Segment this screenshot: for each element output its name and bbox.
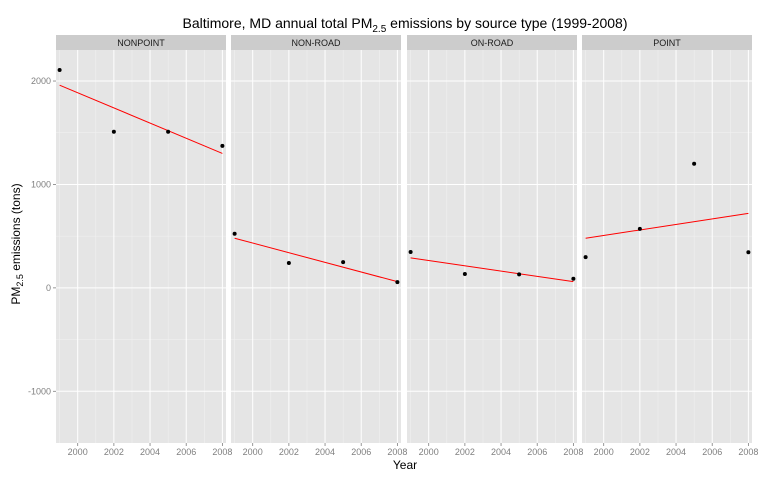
y-tick-label: 2000 (31, 76, 51, 86)
x-tick-label: 2002 (630, 447, 650, 457)
facet-panel-on-road: ON-ROAD 2000 2002 2004 2006 2008 (407, 35, 583, 457)
facet-strip (407, 35, 577, 50)
data-point (111, 129, 116, 134)
facet-strip (56, 35, 226, 50)
x-tick-label: 2008 (563, 447, 583, 457)
x-tick-label: 2002 (104, 447, 124, 457)
data-point (408, 249, 413, 254)
data-point (232, 231, 237, 236)
data-point (166, 129, 171, 134)
data-point (57, 67, 62, 72)
regression-line (234, 237, 398, 283)
y-axis: -1000 0 1000 2000 (28, 76, 56, 396)
panel-background (407, 50, 577, 443)
x-tick-label: 2000 (419, 447, 439, 457)
facet-strip-label: POINT (653, 38, 681, 48)
y-tick-label: -1000 (28, 386, 51, 396)
x-tick-label: 2002 (455, 447, 475, 457)
data-point (286, 260, 291, 265)
x-tick-label: 2008 (738, 447, 758, 457)
facet-strip-label: NON-ROAD (292, 38, 341, 48)
panel-background (56, 50, 226, 443)
data-point (341, 260, 346, 265)
facet-strip (582, 35, 752, 50)
data-point (395, 280, 400, 285)
data-point (637, 226, 642, 231)
data-point (571, 276, 576, 281)
facet-panel-point: POINT 2000 2002 2004 2006 2008 (582, 35, 758, 457)
facet-strip (231, 35, 401, 50)
data-point (583, 255, 588, 260)
facet-strip-label: ON-ROAD (471, 38, 514, 48)
facet-panel-nonpoint: NONPOINT 2000 2002 2004 2006 2008 (56, 35, 232, 457)
facet-panel-non-road: NON-ROAD 2000 2002 2004 2006 2008 (231, 35, 407, 457)
data-point (517, 272, 522, 277)
x-tick-label: 2006 (351, 447, 371, 457)
x-tick-label: 2002 (279, 447, 299, 457)
x-tick-label: 2000 (68, 447, 88, 457)
facet-strip-label: NONPOINT (117, 38, 165, 48)
x-tick-label: 2006 (176, 447, 196, 457)
y-axis-title: PM2.5 emissions (tons) (9, 183, 25, 304)
regression-line (59, 84, 223, 154)
data-point (220, 143, 225, 148)
panel-background (231, 50, 401, 443)
x-tick-label: 2008 (212, 447, 232, 457)
x-tick-label: 2004 (491, 447, 511, 457)
x-tick-label: 2004 (666, 447, 686, 457)
facet-panels: NONPOINT 2000 2002 2004 2006 2008 NON-ROAD 2000… (56, 35, 758, 457)
x-tick-label: 2000 (594, 447, 614, 457)
x-tick-label: 2000 (243, 447, 263, 457)
data-point (692, 161, 697, 166)
x-tick-label: 2008 (387, 447, 407, 457)
regression-line (410, 257, 574, 283)
x-tick-label: 2004 (315, 447, 335, 457)
x-tick-label: 2006 (702, 447, 722, 457)
panel-background (582, 50, 752, 443)
y-tick-label: 0 (46, 283, 51, 293)
x-tick-label: 2004 (140, 447, 160, 457)
data-point (746, 250, 751, 255)
data-point (462, 272, 467, 277)
regression-line (585, 212, 749, 239)
x-axis-title: Year (393, 458, 417, 472)
y-tick-label: 1000 (31, 179, 51, 189)
chart-title: Baltimore, MD annual total PM2.5 emissio… (183, 15, 628, 35)
x-tick-label: 2006 (527, 447, 547, 457)
